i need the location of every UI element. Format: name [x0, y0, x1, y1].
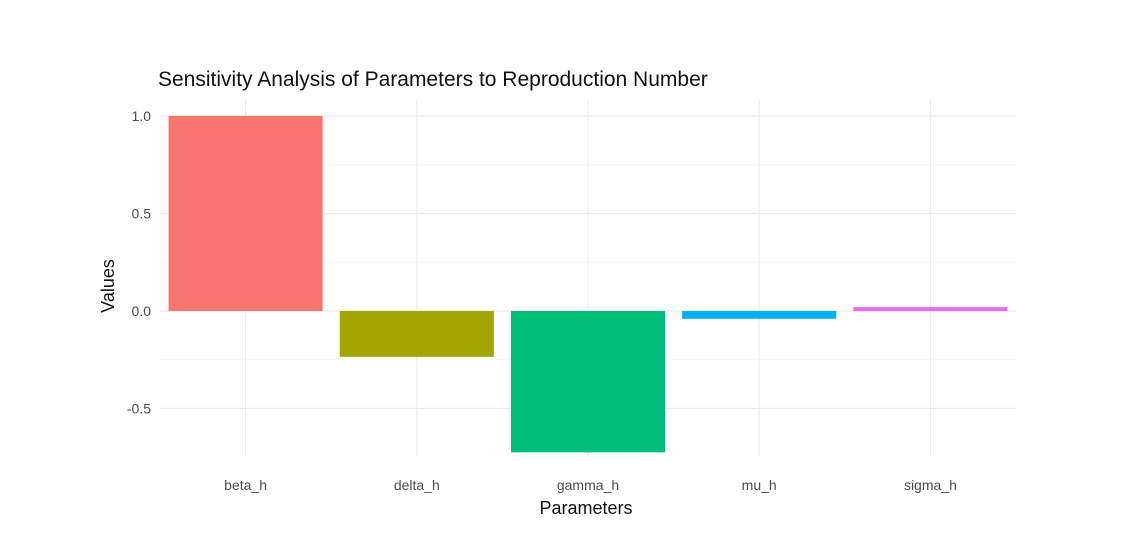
x-tick-label: sigma_h: [904, 477, 957, 493]
y-tick-labels: -0.5 0.0 0.5 1.0: [127, 108, 151, 417]
x-axis-title: Parameters: [539, 498, 632, 518]
x-tick-label: delta_h: [394, 477, 440, 493]
bar-beta_h: [168, 116, 323, 311]
y-axis-title: Values: [98, 259, 118, 313]
y-tick-label: -0.5: [127, 401, 151, 417]
x-tick-labels: beta_h delta_h gamma_h mu_h sigma_h: [224, 477, 957, 493]
y-tick-label: 0.0: [132, 303, 152, 319]
bars: [168, 116, 1008, 453]
chart-title: Sensitivity Analysis of Parameters to Re…: [158, 68, 708, 91]
x-tick-label: mu_h: [742, 477, 777, 493]
x-tick-label: gamma_h: [557, 477, 619, 493]
bar-delta_h: [339, 311, 494, 357]
x-tick-label: beta_h: [224, 477, 267, 493]
y-tick-label: 1.0: [132, 108, 152, 124]
y-tick-label: 0.5: [132, 206, 152, 222]
bar-mu_h: [682, 311, 837, 319]
bar-gamma_h: [510, 311, 666, 453]
bar-sigma_h: [853, 307, 1008, 311]
